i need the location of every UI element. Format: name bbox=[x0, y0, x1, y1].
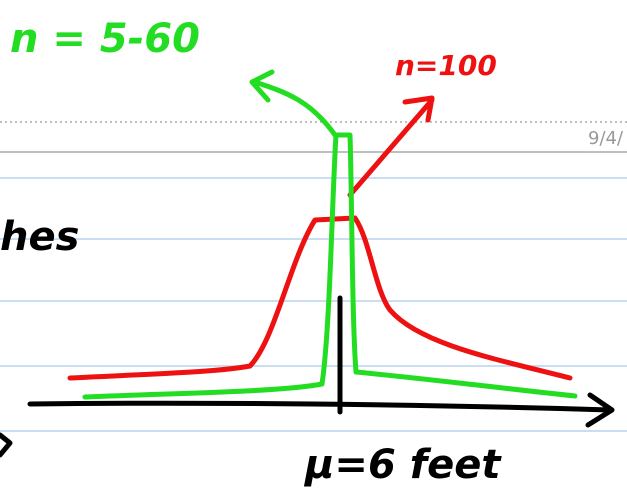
mean-label: μ=6 feet bbox=[303, 442, 502, 488]
background bbox=[0, 0, 627, 502]
note-canvas: 9/4/ n = 5-60 n=100 hes μ=6 feet bbox=[0, 0, 627, 502]
red-note: n=100 bbox=[395, 49, 497, 82]
green-note: n = 5-60 bbox=[10, 16, 200, 62]
date: 9/4/ bbox=[588, 128, 624, 149]
side-word: hes bbox=[0, 214, 79, 260]
